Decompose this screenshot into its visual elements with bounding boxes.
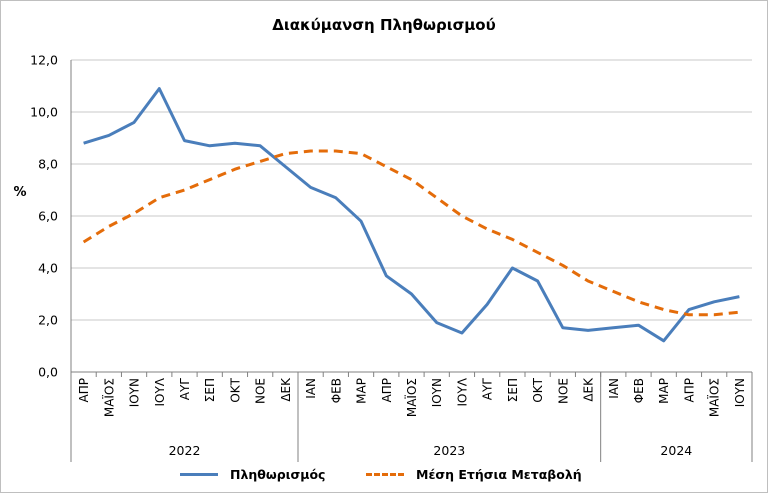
- y-tick-label: 6,0: [38, 209, 58, 224]
- legend-label-average: Μέση Ετήσια Μεταβολή: [416, 466, 582, 482]
- x-tick-label: ΙΑΝ: [304, 378, 318, 399]
- year-label: 2023: [433, 443, 465, 458]
- x-tick-label: ΔΕΚ: [279, 377, 293, 402]
- legend-swatch-average: [366, 472, 404, 476]
- x-tick-label: ΙΟΥΛ: [455, 377, 469, 406]
- x-tick-label: ΑΠΡ: [682, 378, 696, 402]
- legend-item-inflation: Πληθωρισμός: [180, 462, 325, 486]
- series-line-inflation: [83, 87, 740, 343]
- x-tick-label: ΝΟΕ: [556, 378, 570, 404]
- x-tick-label: ΦΕΒ: [632, 378, 646, 403]
- y-tick-label: 0,0: [38, 365, 58, 380]
- legend-swatch-inflation: [180, 472, 218, 476]
- x-tick-label: ΑΠΡ: [380, 378, 394, 402]
- y-axis-label: %: [13, 185, 26, 200]
- x-tick-label: ΙΟΥΝ: [128, 378, 142, 407]
- series-line-average: [82, 149, 740, 317]
- x-tick-label: ΑΥΓ: [481, 378, 495, 401]
- y-tick-label: 8,0: [38, 157, 58, 172]
- x-tick-label: ΙΟΥΝ: [430, 378, 444, 407]
- x-tick-label: ΜΑΪΟΣ: [404, 378, 419, 417]
- x-tick-label: ΙΟΥΛ: [153, 377, 167, 406]
- x-tick-label: ΝΟΕ: [254, 378, 268, 404]
- x-tick-label: ΟΚΤ: [531, 377, 545, 402]
- x-tick-label: ΜΑΡ: [657, 378, 671, 404]
- year-label: 2024: [660, 443, 692, 458]
- x-tick-label: ΜΑΪΟΣ: [707, 378, 722, 417]
- y-tick-label: 12,0: [30, 53, 58, 68]
- x-tick-label: ΣΕΠ: [506, 378, 520, 402]
- x-tick-label: ΟΚΤ: [228, 377, 242, 402]
- x-tick-label: ΔΕΚ: [582, 377, 596, 402]
- legend-label-inflation: Πληθωρισμός: [230, 466, 326, 482]
- legend-item-average: Μέση Ετήσια Μεταβολή: [366, 462, 582, 486]
- year-label: 2022: [169, 443, 201, 458]
- y-tick-label: 2,0: [38, 313, 58, 328]
- x-tick-label: ΣΕΠ: [203, 378, 217, 402]
- x-tick-label: ΦΕΒ: [329, 378, 343, 403]
- x-tick-label: ΜΑΪΟΣ: [101, 378, 116, 417]
- x-tick-label: ΑΥΓ: [178, 378, 192, 401]
- x-tick-label: ΙΑΝ: [607, 378, 621, 399]
- x-tick-label: ΜΑΡ: [355, 378, 369, 404]
- y-tick-label: 10,0: [30, 105, 58, 120]
- y-tick-label: 4,0: [38, 261, 58, 276]
- chart-title: Διακύμανση Πληθωρισμού: [272, 16, 496, 34]
- x-tick-label: ΑΠΡ: [77, 378, 91, 402]
- x-tick-label: ΙΟΥΝ: [733, 378, 747, 407]
- legend: Πληθωρισμός Μέση Ετήσια Μεταβολή: [0, 462, 768, 486]
